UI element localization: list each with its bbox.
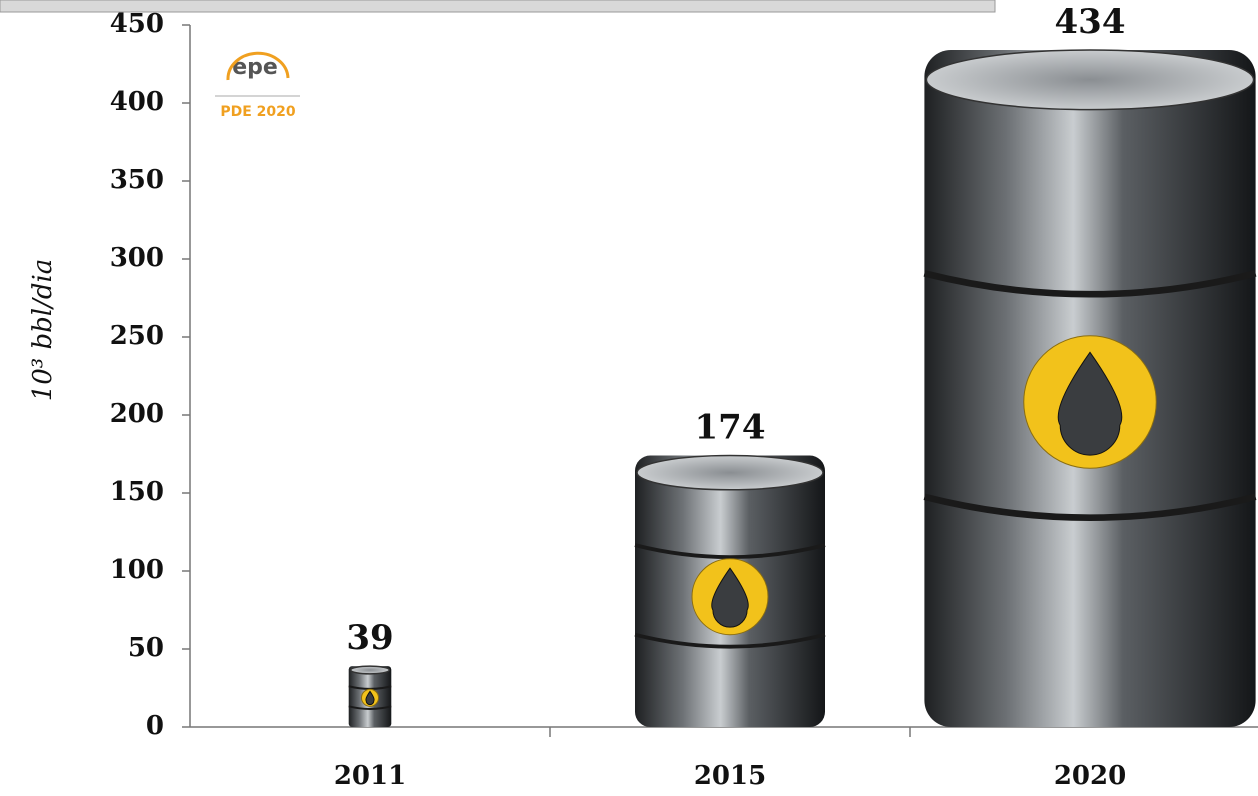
y-tick-label: 400 xyxy=(110,87,164,117)
barrel xyxy=(348,665,392,727)
y-tick-label: 250 xyxy=(110,321,164,351)
barrel-drop xyxy=(365,690,375,706)
barrel-rib xyxy=(634,543,826,560)
x-tick-label: 2020 xyxy=(1054,761,1126,791)
barrel-drop xyxy=(1057,351,1123,456)
y-tick-label: 300 xyxy=(110,243,164,273)
y-tick-label: 450 xyxy=(110,9,164,39)
logo-caption: PDE 2020 xyxy=(220,104,296,120)
barrel-lid xyxy=(636,454,824,491)
barrel-rib xyxy=(634,632,826,649)
value-label: 39 xyxy=(346,618,393,658)
value-label: 434 xyxy=(1055,2,1126,42)
barrel-lid xyxy=(925,49,1255,111)
x-tick-label: 2011 xyxy=(334,761,406,791)
barrel-rib xyxy=(348,705,392,710)
y-tick-label: 150 xyxy=(110,477,164,507)
cropped-box xyxy=(0,0,996,13)
barrel-drop xyxy=(711,567,749,628)
y-tick-label: 350 xyxy=(110,165,164,195)
y-axis-label: 10³ bbl/dia xyxy=(28,259,58,402)
value-label: 174 xyxy=(695,408,766,448)
barrel-lid xyxy=(349,665,391,675)
barrel xyxy=(923,49,1257,727)
x-tick-label: 2015 xyxy=(694,761,766,791)
logo-arc xyxy=(226,51,290,81)
y-tick-label: 100 xyxy=(110,555,164,585)
barrel-rib xyxy=(923,270,1257,298)
y-tick-label: 200 xyxy=(110,399,164,429)
barrel-rib xyxy=(923,493,1257,521)
barrel xyxy=(634,454,826,727)
y-tick-label: 50 xyxy=(128,633,164,663)
y-tick-label: 0 xyxy=(146,711,164,741)
